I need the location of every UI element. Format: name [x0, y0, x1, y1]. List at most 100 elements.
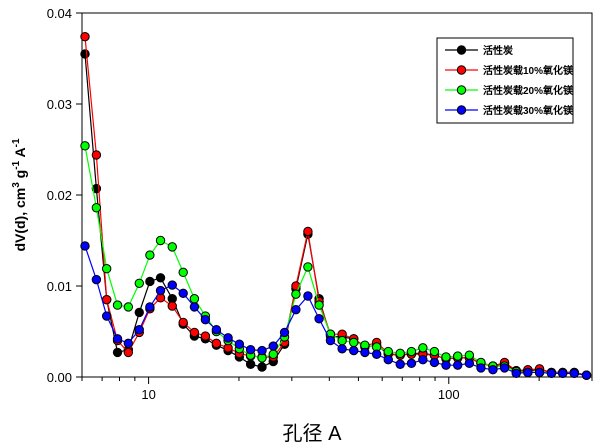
data-point [134, 278, 144, 288]
data-point [200, 331, 211, 341]
data-point [155, 285, 166, 296]
data-point [360, 347, 370, 358]
x-tick-label: 100 [438, 387, 460, 402]
data-point [383, 355, 393, 365]
data-point [155, 273, 166, 283]
legend-item: 活性炭 [445, 44, 513, 57]
data-point [123, 347, 134, 358]
data-point [91, 274, 102, 285]
data-point [178, 267, 188, 278]
data-point [279, 327, 290, 338]
series-line [84, 145, 587, 376]
series-4 [80, 241, 592, 380]
data-point [429, 346, 440, 357]
data-point [189, 327, 200, 338]
data-point [395, 348, 405, 359]
data-point [534, 367, 545, 378]
data-point [80, 141, 90, 151]
data-point [314, 314, 324, 324]
data-point [101, 294, 112, 305]
data-point [257, 362, 267, 372]
data-point [223, 333, 233, 343]
data-point [383, 346, 393, 357]
x-axis: 10 100 [81, 377, 593, 402]
data-point [395, 359, 405, 369]
data-point [245, 345, 256, 355]
data-point [268, 349, 278, 359]
data-point [178, 317, 188, 328]
data-point [337, 335, 347, 346]
legend-item: 活性炭载10%氧化镁 [445, 64, 573, 77]
data-point [245, 359, 256, 369]
data-point [167, 242, 177, 252]
data-point [418, 355, 428, 365]
data-point [511, 368, 521, 379]
data-point [101, 264, 112, 274]
data-point [453, 360, 463, 370]
data-point [441, 352, 451, 362]
y-tick-label: 0.00 [47, 370, 72, 385]
data-point [371, 349, 382, 359]
data-point [167, 301, 177, 311]
series-group [80, 31, 592, 380]
data-point [349, 345, 359, 356]
data-point [406, 358, 417, 369]
series-line [84, 245, 587, 376]
data-point [291, 289, 301, 299]
data-point [581, 370, 592, 380]
data-point [123, 338, 134, 349]
data-point [189, 294, 200, 304]
data-point [167, 280, 177, 290]
data-point [112, 334, 123, 344]
x-axis-label: 孔径 A [283, 422, 343, 445]
data-point [155, 235, 166, 246]
data-point [441, 360, 451, 370]
data-point [488, 365, 498, 375]
data-point [134, 307, 144, 318]
data-point [303, 291, 313, 301]
legend-item: 活性炭载30%氧化镁 [445, 104, 573, 117]
data-point [325, 335, 336, 346]
data-point [546, 368, 557, 379]
data-point [145, 302, 155, 312]
data-point [112, 347, 123, 358]
data-point [112, 300, 123, 310]
legend-marker [456, 85, 467, 95]
legend-label: 活性炭载20%氧化镁 [483, 84, 573, 97]
data-point [569, 368, 579, 379]
data-point [91, 203, 102, 213]
legend-label: 活性炭 [483, 44, 513, 57]
data-point [211, 324, 222, 335]
legend-label: 活性炭载30%氧化镁 [483, 104, 573, 117]
data-point [189, 302, 200, 312]
data-point [406, 346, 417, 357]
y-tick-label: 0.02 [47, 188, 72, 203]
legend-marker [456, 65, 467, 75]
legend-marker [456, 45, 467, 55]
data-point [91, 150, 102, 160]
data-point [464, 358, 475, 369]
data-point [291, 304, 301, 315]
data-point [80, 31, 90, 42]
data-point [337, 344, 347, 354]
data-point [418, 343, 428, 353]
data-point [145, 276, 155, 287]
data-point [123, 302, 134, 312]
data-point [499, 363, 510, 373]
y-tick-label: 0.04 [47, 6, 72, 21]
data-point [211, 338, 222, 349]
data-point [80, 241, 90, 251]
data-point [303, 262, 313, 272]
y-tick-label: 0.01 [47, 279, 72, 294]
data-point [257, 345, 267, 356]
data-point [303, 226, 313, 237]
data-point [178, 288, 188, 298]
data-point [429, 357, 440, 368]
data-point [145, 250, 155, 260]
data-point [200, 314, 211, 325]
data-point [349, 337, 359, 348]
data-point [234, 339, 245, 349]
legend-marker [456, 105, 467, 115]
